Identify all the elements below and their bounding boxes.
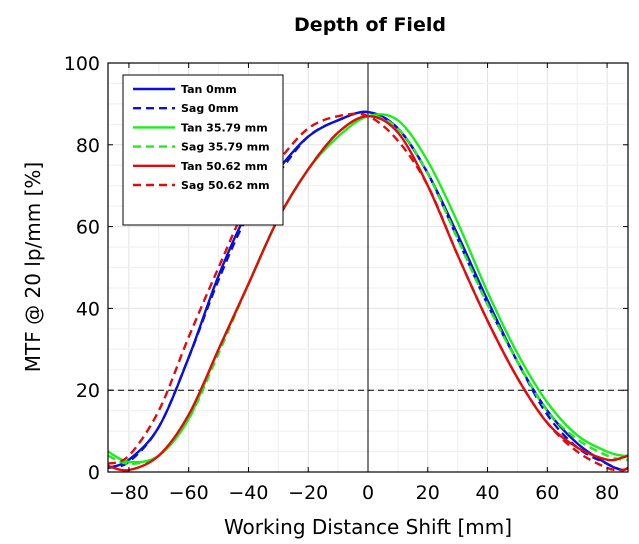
x-tick-label: −20 [288, 482, 328, 504]
legend-label: Tan 0mm [181, 83, 237, 96]
series-line-sag-0mm [107, 110, 629, 472]
x-tick-label: −60 [169, 482, 209, 504]
x-axis-label: Working Distance Shift [mm] [224, 515, 512, 539]
data-series [107, 110, 629, 472]
y-tick-label: 20 [76, 380, 100, 402]
legend-label: Tan 35.79 mm [181, 121, 268, 134]
series-line-tan-35-79-mm [107, 113, 629, 464]
series-line-tan-50-62-mm [107, 114, 629, 472]
series-line-tan-0mm [107, 110, 629, 472]
y-axis-label: MTF @ 20 lp/mm [%] [21, 162, 45, 372]
x-tick-label: 40 [475, 482, 499, 504]
x-tick-label: 20 [416, 482, 440, 504]
y-tick-label: 60 [76, 217, 100, 239]
series-line-sag-35-79-mm [107, 114, 629, 466]
tick-marks [108, 62, 628, 473]
x-tick-label: −80 [109, 482, 149, 504]
y-tick-label: 40 [76, 298, 100, 320]
legend-label: Sag 35.79 mm [181, 141, 270, 154]
y-tick-labels: 0 20 40 60 80 100 [64, 53, 100, 484]
reference-lines [108, 63, 628, 472]
x-tick-labels: −80 −60 −40 −20 0 20 40 60 80 [109, 482, 619, 504]
legend: Tan 0mm Sag 0mm Tan 35.79 mm Sag 35.79 mm Ta… [122, 74, 284, 226]
chart-title: Depth of Field [294, 14, 446, 36]
legend-label: Sag 0mm [181, 102, 239, 115]
y-tick-label: 80 [76, 135, 100, 157]
x-tick-label: 60 [535, 482, 559, 504]
legend-label: Tan 50.62 mm [181, 160, 268, 173]
legend-box [122, 74, 284, 226]
x-tick-label: 80 [595, 482, 619, 504]
series-line-sag-50-62-mm [107, 112, 629, 472]
y-tick-label: 100 [64, 53, 100, 75]
x-tick-label: −40 [228, 482, 268, 504]
x-tick-label: 0 [362, 482, 374, 504]
legend-label: Sag 50.62 mm [181, 179, 270, 192]
y-tick-label: 0 [88, 462, 100, 484]
